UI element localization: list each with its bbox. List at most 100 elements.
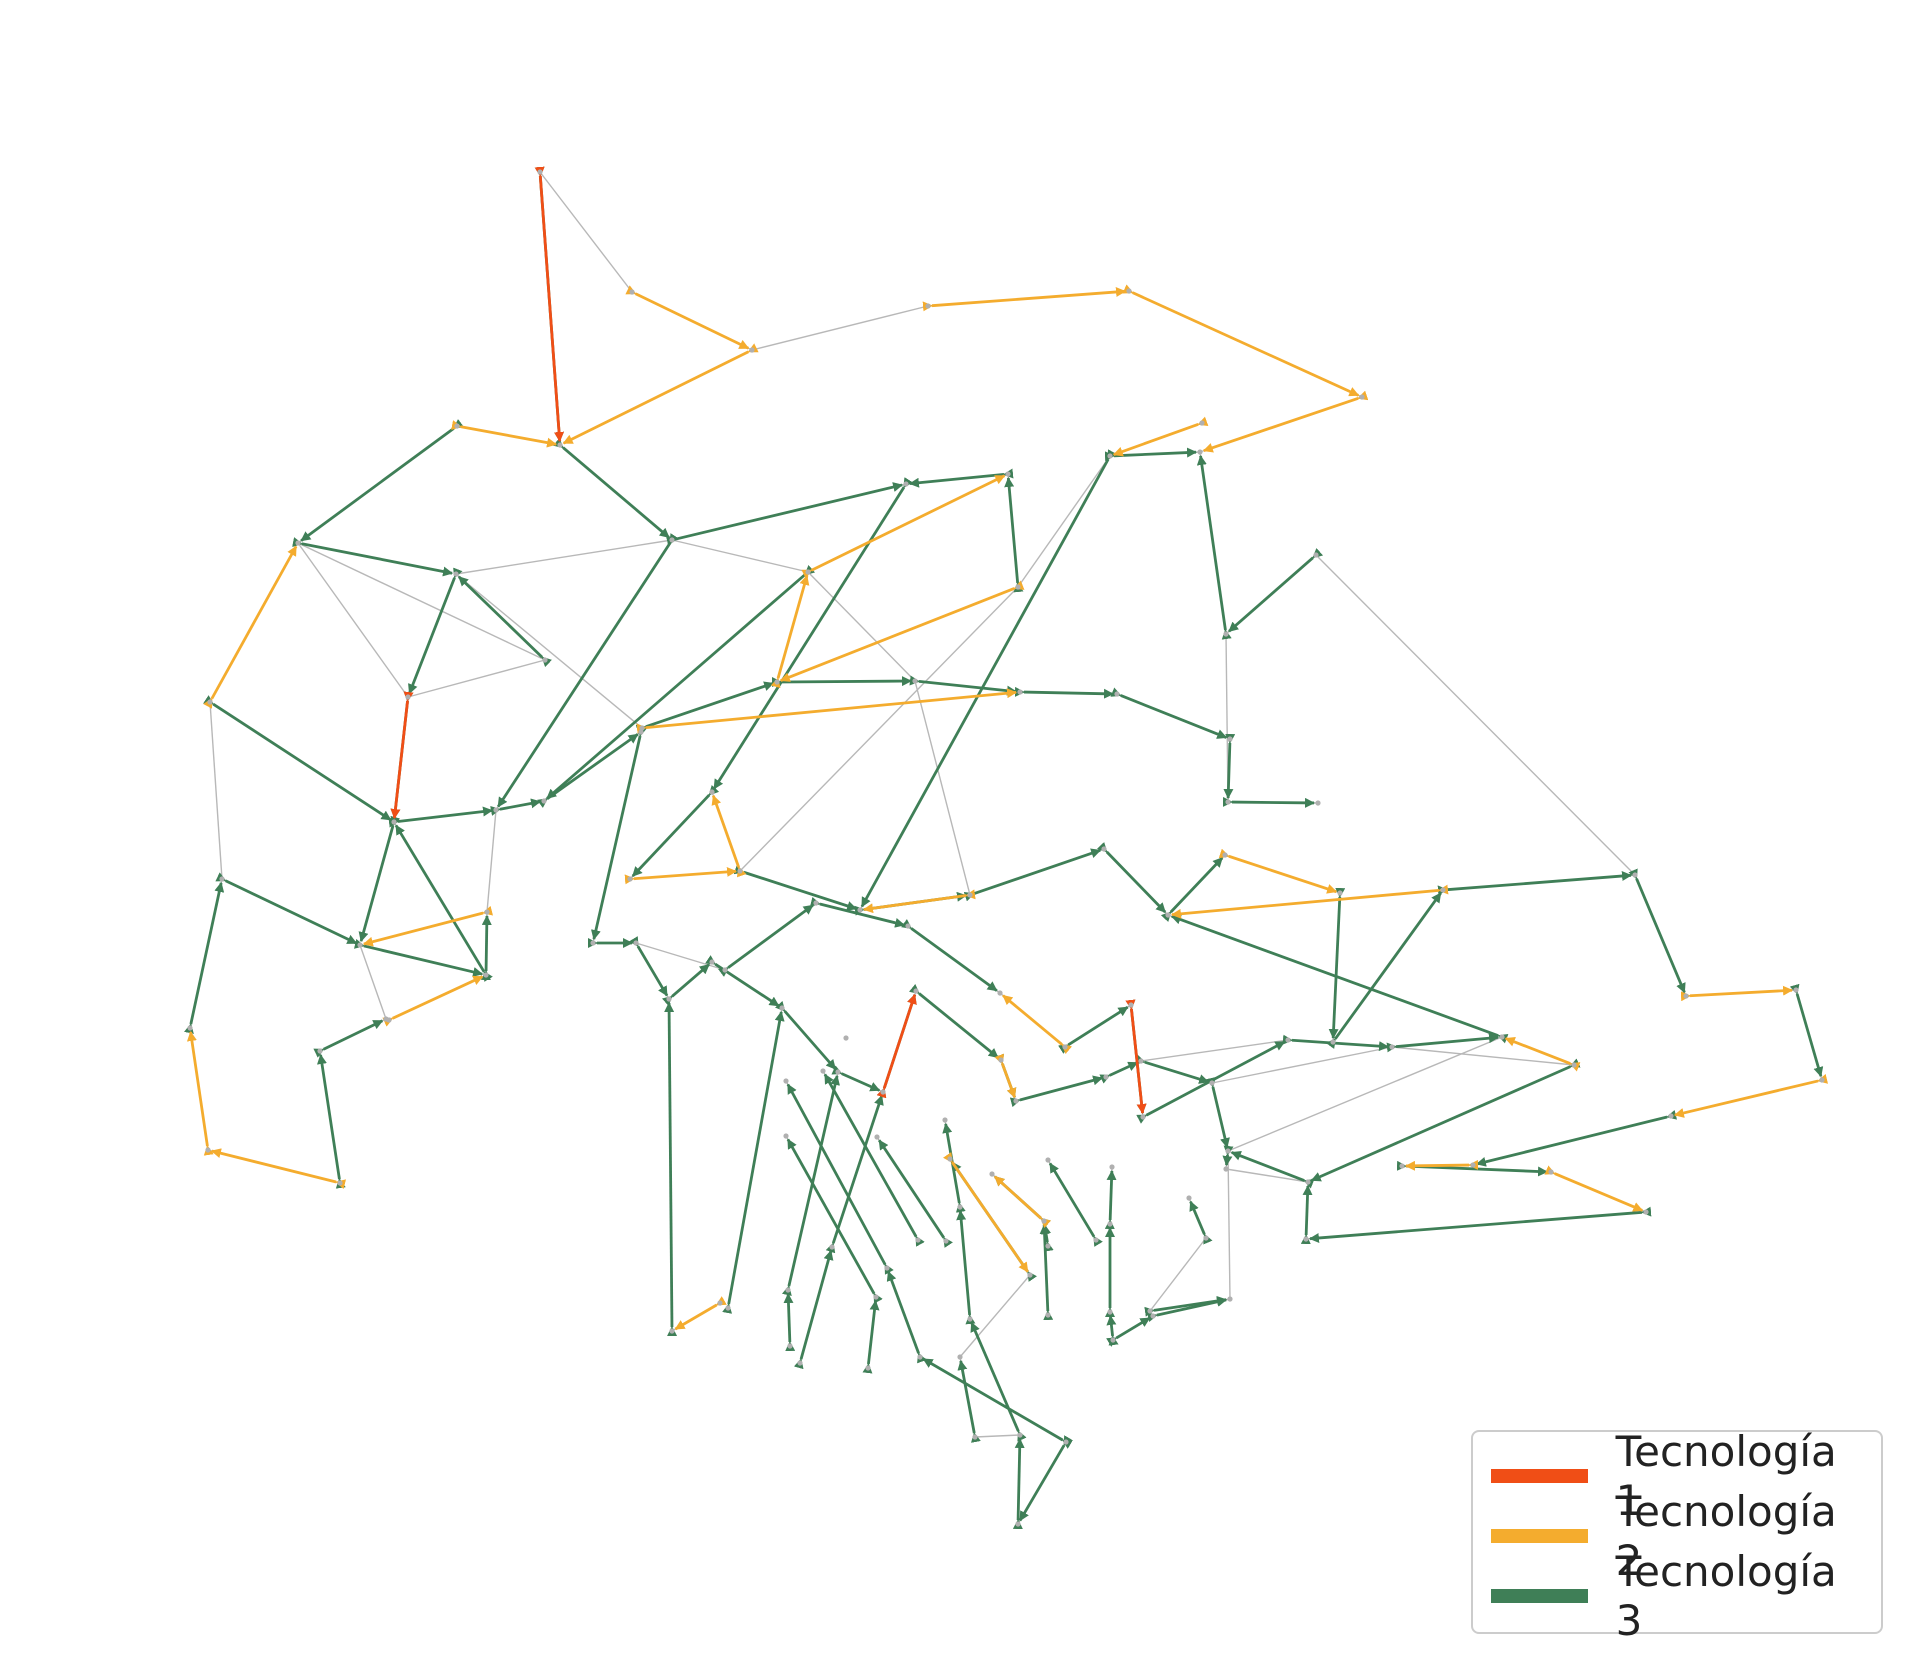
edge-tecnologia-3 bbox=[317, 1053, 346, 1189]
node bbox=[1107, 1309, 1113, 1315]
edge-tecnologia-3 bbox=[591, 726, 647, 941]
edge-tecnologia-2 bbox=[862, 889, 976, 914]
node bbox=[1103, 1074, 1109, 1080]
node bbox=[317, 1048, 323, 1054]
node bbox=[843, 1035, 849, 1041]
edge-tecnologia-3 bbox=[184, 881, 225, 1034]
node bbox=[1138, 1058, 1144, 1064]
legend-label-tecnologia-2: Tecnología 2 bbox=[1615, 1487, 1837, 1585]
node bbox=[1227, 736, 1233, 742]
base-edge bbox=[1017, 455, 1111, 588]
edge-tecnologia-3 bbox=[313, 1019, 384, 1058]
node bbox=[717, 1300, 723, 1306]
legend-swatch-tecnologia-3 bbox=[1491, 1589, 1588, 1603]
node bbox=[785, 1287, 791, 1293]
edge-tecnologia-3 bbox=[771, 676, 913, 688]
node bbox=[537, 169, 543, 175]
legend-item-tecnologia-1: Tecnología 1 bbox=[1491, 1427, 1863, 1525]
node bbox=[386, 1017, 392, 1023]
edge-tecnologia-3 bbox=[1099, 1061, 1139, 1084]
node bbox=[1101, 846, 1107, 852]
edge-tecnologia-3 bbox=[1009, 1075, 1104, 1108]
base-edge bbox=[1227, 1036, 1503, 1152]
edge-tecnologia-3 bbox=[1628, 868, 1686, 994]
edge-tecnologia-3 bbox=[1475, 1109, 1678, 1167]
node bbox=[557, 442, 563, 448]
node bbox=[1147, 1308, 1153, 1314]
edge-tecnologia-3 bbox=[1310, 1058, 1581, 1182]
node bbox=[542, 657, 548, 663]
legend-label-tecnologia-1: Tecnología 1 bbox=[1615, 1427, 1837, 1525]
node bbox=[669, 537, 675, 543]
legend-item-tecnologia-3: Tecnología 3 bbox=[1491, 1547, 1863, 1645]
edge-tecnologia-3 bbox=[825, 1094, 884, 1254]
edge-tecnologia-3 bbox=[1160, 856, 1224, 923]
node bbox=[1223, 1166, 1229, 1172]
node bbox=[1045, 1157, 1051, 1163]
base-edge bbox=[297, 542, 409, 698]
node bbox=[972, 1434, 978, 1440]
base-edge bbox=[297, 542, 546, 661]
edge-tecnologia-3 bbox=[661, 963, 710, 1007]
base-edge bbox=[739, 586, 1019, 872]
edge-tecnologia-3 bbox=[1228, 547, 1324, 633]
edge-tecnologia-2 bbox=[711, 794, 747, 878]
node bbox=[219, 876, 225, 882]
node bbox=[874, 1134, 880, 1140]
node bbox=[787, 1343, 793, 1349]
node bbox=[873, 1294, 879, 1300]
edge-tecnologia-3 bbox=[300, 419, 464, 542]
node bbox=[835, 1069, 841, 1075]
node bbox=[1107, 1221, 1113, 1227]
edge-tecnologia-3 bbox=[886, 1270, 927, 1364]
base-edge bbox=[959, 1274, 1031, 1358]
node bbox=[1668, 1113, 1674, 1119]
node bbox=[998, 1057, 1004, 1063]
node bbox=[1227, 1296, 1233, 1302]
base-edge bbox=[1391, 1046, 1575, 1066]
edge-tecnologia-3 bbox=[665, 482, 904, 547]
base-edge bbox=[1225, 1168, 1309, 1183]
edge-tecnologia-1 bbox=[390, 691, 414, 820]
node bbox=[925, 303, 931, 309]
edge-tecnologia-2 bbox=[203, 545, 298, 709]
node bbox=[1470, 1162, 1476, 1168]
edge-tecnologia-2 bbox=[1504, 1037, 1581, 1072]
edge-tecnologia-3 bbox=[823, 1073, 925, 1247]
node bbox=[1440, 887, 1446, 893]
node bbox=[989, 1171, 995, 1177]
node bbox=[997, 990, 1003, 996]
node bbox=[1225, 1148, 1231, 1154]
node bbox=[1499, 1034, 1505, 1040]
edge-tecnologia-3 bbox=[793, 1249, 834, 1370]
edge-tecnologia-3 bbox=[631, 784, 720, 878]
edge-tecnologia-2 bbox=[922, 286, 1127, 312]
edge-tecnologia-2 bbox=[624, 866, 738, 885]
edge-tecnologia-2 bbox=[1170, 884, 1449, 919]
node bbox=[1223, 631, 1229, 637]
base-edge bbox=[486, 809, 497, 913]
node bbox=[1150, 1313, 1156, 1319]
edge-tecnologia-3 bbox=[1205, 1076, 1230, 1149]
edge-tecnologia-2 bbox=[994, 1053, 1017, 1099]
edge-tecnologia-3 bbox=[901, 919, 998, 992]
node bbox=[722, 967, 728, 973]
node bbox=[947, 1156, 953, 1162]
node bbox=[1063, 1439, 1069, 1445]
node bbox=[1017, 1432, 1023, 1438]
node bbox=[541, 798, 547, 804]
edge-tecnologia-3 bbox=[1789, 983, 1824, 1078]
node bbox=[629, 289, 635, 295]
base-edge bbox=[455, 573, 643, 729]
node bbox=[295, 540, 301, 546]
base-edge bbox=[974, 1434, 1021, 1438]
node bbox=[1093, 1237, 1099, 1243]
node bbox=[725, 1305, 731, 1311]
base-edge bbox=[455, 539, 673, 575]
base-edge bbox=[1227, 1150, 1231, 1300]
edge-tecnologia-3 bbox=[388, 806, 494, 828]
node bbox=[813, 900, 819, 906]
legend-item-tecnologia-2: Tecnología 2 bbox=[1491, 1487, 1863, 1585]
node bbox=[797, 1360, 803, 1366]
edge-tecnologia-3 bbox=[1106, 1314, 1119, 1346]
